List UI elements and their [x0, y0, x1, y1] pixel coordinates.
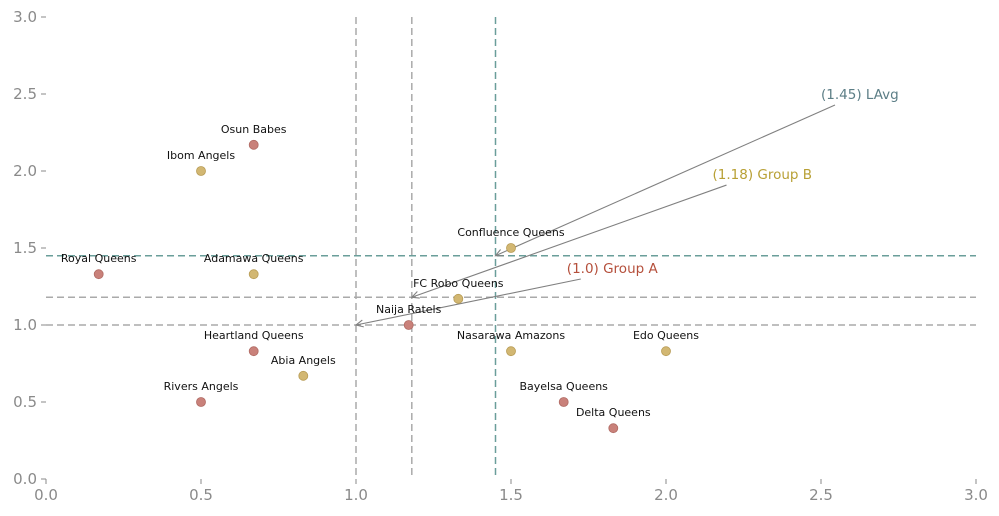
y-tick-label: 1.0 [13, 316, 37, 334]
y-tick-label: 2.0 [13, 162, 37, 180]
data-point-label: FC Robo Queens [413, 277, 504, 290]
data-point-label: Bayelsa Queens [519, 380, 608, 393]
annotation-labels: (1.45) LAvg (1.18) Group B (1.0) Group A [567, 87, 899, 277]
data-point [248, 269, 259, 280]
y-tick-label: 1.5 [13, 239, 37, 257]
data-point-label: Confluence Queens [457, 226, 564, 239]
data-point [196, 166, 206, 176]
axes: 0.0 0.5 1.0 1.5 2.0 2.5 3.0 0.0 0.5 1.0 1.5 2.0 2.5 3… [13, 8, 988, 504]
data-point [196, 397, 206, 407]
data-point [506, 243, 516, 253]
reference-lines [46, 17, 976, 479]
x-tick-label: 2.0 [654, 486, 678, 504]
data-point-label: Edo Queens [633, 329, 699, 342]
annotation-arrow [355, 278, 581, 326]
annotation-arrows [354, 104, 836, 328]
data-point [608, 423, 619, 434]
annotation-arrow [411, 184, 727, 298]
data-point-label: Adamawa Queens [204, 252, 304, 265]
data-point-label: Naija Ratels [376, 303, 442, 316]
x-tick-label: 0.0 [34, 486, 58, 504]
annotation-label: (1.0) Group A [567, 261, 659, 277]
data-point [248, 139, 259, 150]
data-point-label: Rivers Angels [164, 380, 239, 393]
x-tick-label: 3.0 [964, 486, 988, 504]
data-point [248, 346, 259, 357]
data-point [661, 346, 671, 357]
data-point [558, 397, 569, 407]
y-tick-label: 0.5 [13, 393, 37, 411]
x-tick-label: 1.5 [499, 486, 523, 504]
data-point-label: Delta Queens [576, 406, 651, 419]
data-points [93, 139, 671, 434]
data-point [403, 320, 414, 330]
data-point [93, 269, 104, 280]
data-point-label: Royal Queens [61, 252, 137, 265]
annotation-arrowhead [410, 291, 420, 299]
data-point-label: Osun Babes [221, 123, 287, 136]
data-point-label: Abia Angels [271, 354, 336, 367]
y-tick-label: 0.0 [13, 470, 37, 488]
annotation-label: (1.18) Group B [713, 167, 813, 183]
y-tick-label: 3.0 [13, 8, 37, 26]
data-point [453, 293, 464, 304]
annotation-label: (1.45) LAvg [821, 87, 899, 103]
x-tick-label: 1.0 [344, 486, 368, 504]
data-point [298, 370, 309, 381]
y-tick-label: 2.5 [13, 85, 37, 103]
annotation-arrowhead [354, 319, 364, 328]
x-tick-label: 2.5 [809, 486, 833, 504]
annotation-arrowhead [494, 249, 504, 257]
annotation-arrow [495, 104, 836, 257]
x-tick-label: 0.5 [189, 486, 213, 504]
data-point-label: Ibom Angels [167, 149, 235, 162]
point-labels: Osun Babes Ibom Angels Royal Queens Adamawa… [61, 123, 699, 419]
data-point-label: Nasarawa Amazons [457, 329, 565, 342]
data-point [506, 346, 516, 357]
data-point-label: Heartland Queens [204, 329, 304, 342]
